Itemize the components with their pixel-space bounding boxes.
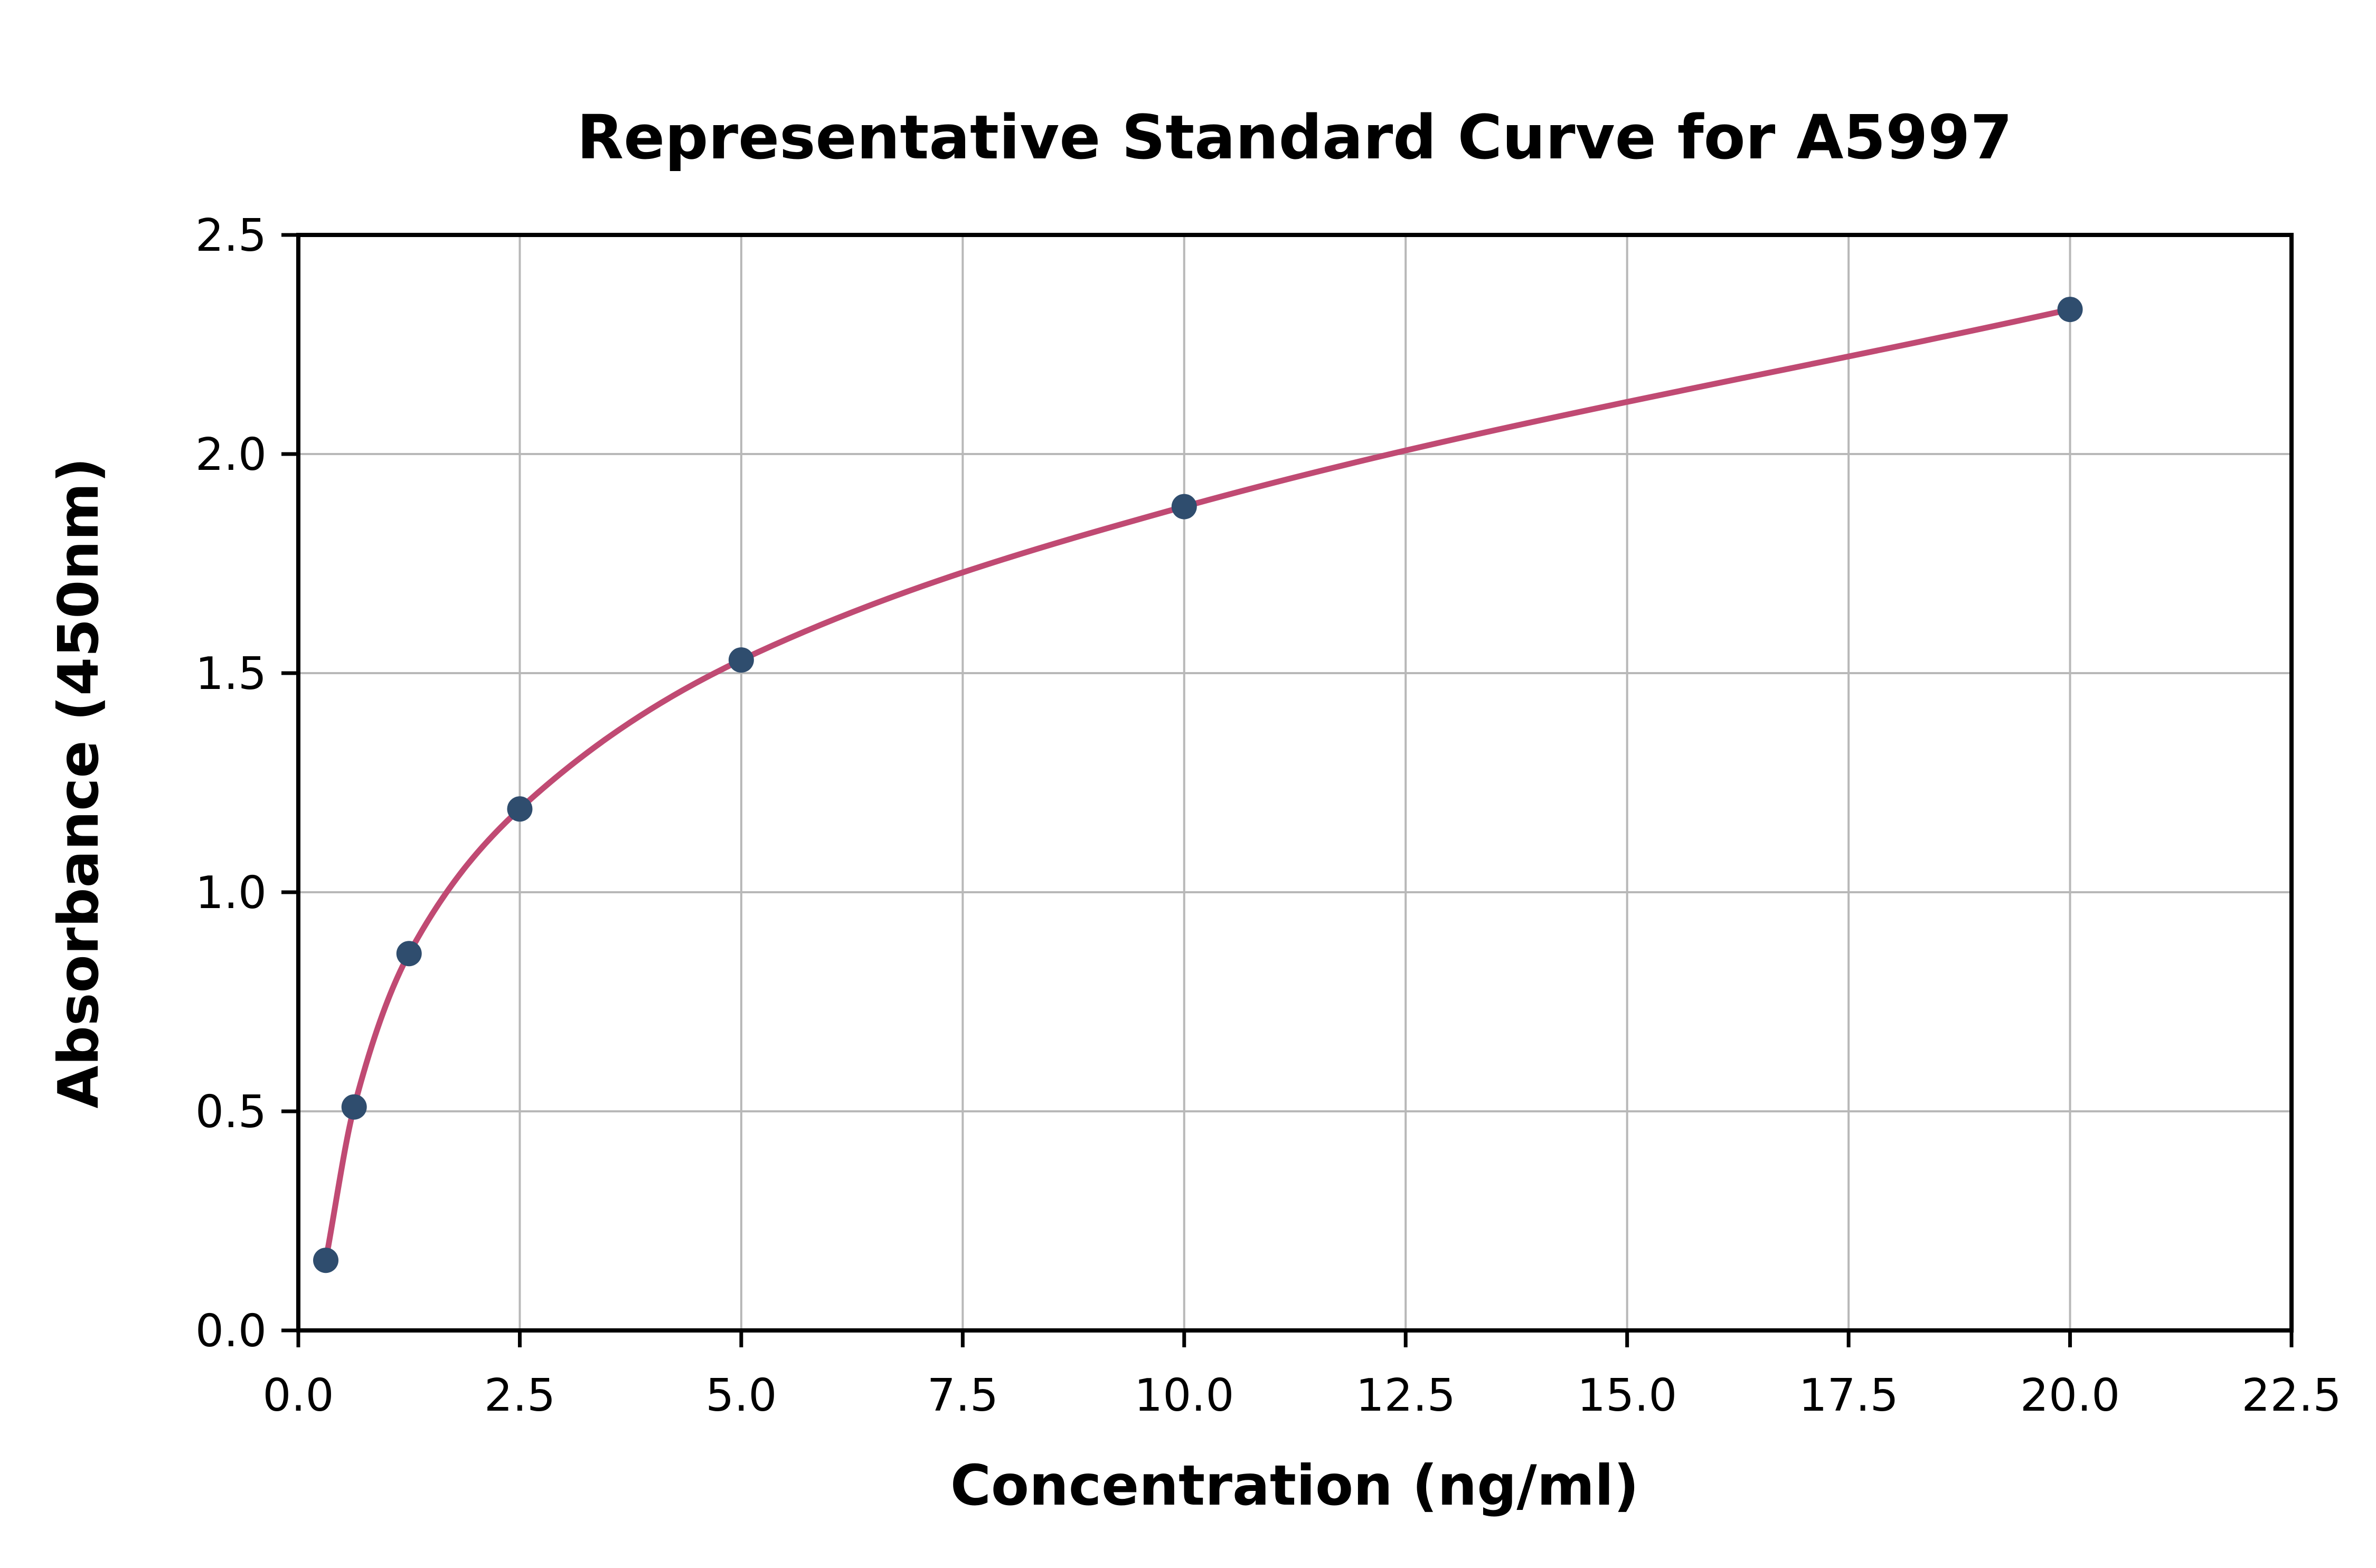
y-tick-label: 2.0 <box>195 429 267 481</box>
x-tick-label: 20.0 <box>2020 1369 2120 1422</box>
data-point <box>396 941 422 967</box>
data-point <box>728 647 754 673</box>
data-point <box>2057 297 2083 323</box>
data-point <box>1171 494 1197 519</box>
data-point <box>507 796 533 822</box>
x-tick-label: 17.5 <box>1798 1369 1898 1422</box>
data-point <box>341 1094 367 1120</box>
x-tick-label: 2.5 <box>484 1369 555 1422</box>
x-tick-label: 15.0 <box>1577 1369 1677 1422</box>
chart-title: Representative Standard Curve for A5997 <box>577 102 2013 173</box>
x-tick-label: 5.0 <box>705 1369 777 1422</box>
y-tick-label: 0.0 <box>195 1305 267 1357</box>
y-tick-label: 2.5 <box>195 210 267 262</box>
plot-spines <box>296 233 2294 1333</box>
x-tick-label: 0.0 <box>262 1369 334 1422</box>
x-tick-label: 10.0 <box>1134 1369 1234 1422</box>
y-axis-label: Absorbance (450nm) <box>46 458 111 1109</box>
x-tick-label: 7.5 <box>927 1369 998 1422</box>
x-tick-label: 12.5 <box>1356 1369 1456 1422</box>
y-tick-label: 0.5 <box>195 1086 267 1138</box>
x-axis-label: Concentration (ng/ml) <box>950 1453 1639 1518</box>
plot-area: 0.0 2.5 5.0 7.5 10.0 12.5 15.0 17.5 20.0 22.5 0.0 0… <box>195 210 2342 1422</box>
y-tick-label: 1.0 <box>195 867 267 919</box>
y-tick-label: 1.5 <box>195 648 267 700</box>
fitted-curve <box>323 306 2073 1263</box>
x-tick-label: 22.5 <box>2241 1369 2341 1422</box>
data-point <box>313 1248 339 1273</box>
